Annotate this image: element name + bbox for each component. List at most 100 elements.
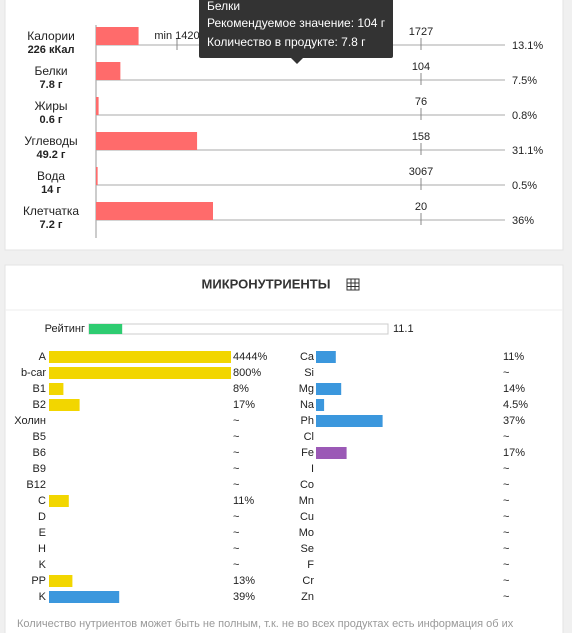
micro-value: 4444% — [233, 351, 267, 363]
micro-value: ~ — [233, 431, 239, 443]
percent-label: 13.1% — [512, 40, 543, 52]
nutrient-amount: 7.2 г — [40, 219, 63, 231]
micro-value: ~ — [503, 367, 509, 379]
bar — [96, 132, 198, 150]
micro-name: Cl — [304, 431, 314, 443]
nutrient-amount: 49.2 г — [36, 149, 65, 161]
micro-name: K — [39, 559, 47, 571]
nutrient-name: Калории — [27, 29, 75, 43]
micro-value: 39% — [233, 591, 255, 603]
percent-label: 31.1% — [512, 145, 543, 157]
micro-name: Fe — [301, 447, 314, 459]
tooltip-box — [199, 0, 393, 58]
micro-name: A — [39, 351, 47, 363]
micro-value: ~ — [503, 591, 509, 603]
micro-value: ~ — [503, 463, 509, 475]
micro-value: ~ — [503, 559, 509, 571]
micro-name: Zn — [301, 591, 314, 603]
micro-bar — [316, 383, 342, 395]
micro-bar — [49, 383, 64, 395]
micro-value: ~ — [503, 495, 509, 507]
micro-name: B1 — [33, 383, 46, 395]
percent-label: 0.8% — [512, 110, 537, 122]
micro-name: Mo — [299, 527, 314, 539]
tooltip-title: Белки — [207, 0, 240, 13]
micro-name: Mg — [299, 383, 314, 395]
micro-value: ~ — [503, 543, 509, 555]
micro-bar — [49, 575, 73, 587]
micro-value: 11% — [503, 351, 524, 363]
micro-bar — [316, 447, 347, 459]
micro-value: 8% — [233, 383, 249, 395]
micro-name: Mn — [299, 495, 314, 507]
micro-bar — [49, 367, 231, 379]
micro-name: Si — [304, 367, 314, 379]
micro-bar — [49, 399, 80, 411]
nutrient-name: Углеводы — [24, 134, 77, 148]
micro-rows: A 4444% b-car 800% B1 8% B2 17% Холин ~ B5 ~ B6 ~ B9 ~ B… — [14, 351, 528, 603]
rating-track — [88, 323, 389, 335]
recommended-value: 158 — [412, 131, 430, 143]
micro-value: 14% — [503, 383, 525, 395]
tooltip: Белки Рекомендуемое значение: 104 г Коли… — [199, 0, 393, 64]
micro-value: ~ — [503, 479, 509, 491]
nutrient-amount: 0.6 г — [40, 114, 63, 126]
rating-value: 11.1 — [393, 323, 414, 335]
micro-bar — [316, 399, 325, 411]
micro-bar — [49, 351, 231, 363]
micro-bar — [49, 591, 120, 603]
micro-value: ~ — [233, 543, 239, 555]
micro-card — [4, 264, 564, 633]
percent-label: 36% — [512, 215, 534, 227]
bar — [96, 202, 213, 220]
micro-bar — [316, 415, 383, 427]
recommended-value: 3067 — [409, 166, 433, 178]
nutrient-name: Белки — [34, 64, 67, 78]
nutrient-amount: 226 кКал — [28, 44, 75, 56]
micro-name: b-car — [21, 367, 46, 379]
tooltip-line: Количество в продукте: 7.8 г — [207, 35, 366, 49]
recommended-value: 1727 — [409, 26, 433, 38]
micro-bar — [49, 495, 69, 507]
nutrient-amount: 7.8 г — [40, 79, 63, 91]
micro-name: B12 — [26, 479, 46, 491]
nutrient-name: Вода — [37, 169, 65, 183]
micro-name: Se — [301, 543, 314, 555]
micro-name: B2 — [33, 399, 46, 411]
micro-name: Холин — [14, 415, 46, 427]
micro-name: Co — [300, 479, 314, 491]
table-icon[interactable] — [346, 278, 360, 291]
micro-value: 37% — [503, 415, 525, 427]
micro-name: H — [38, 543, 46, 555]
micro-name: B9 — [33, 463, 46, 475]
micro-bar — [316, 351, 336, 363]
bar — [96, 97, 99, 115]
bar — [96, 167, 98, 185]
micro-name: C — [38, 495, 46, 507]
nutrient-name: Жиры — [34, 99, 67, 113]
percent-label: 0.5% — [512, 180, 537, 192]
micro-value: ~ — [233, 511, 239, 523]
micro-value: ~ — [233, 415, 239, 427]
micro-value: ~ — [233, 527, 239, 539]
bar — [96, 62, 121, 80]
micro-name: PP — [31, 575, 46, 587]
nutrient-amount: 14 г — [41, 184, 61, 196]
micro-value: 800% — [233, 367, 261, 379]
micro-name: B5 — [33, 431, 46, 443]
micro-name: Cr — [302, 575, 314, 587]
micro-name: Na — [300, 399, 315, 411]
micro-name: D — [38, 511, 46, 523]
recommended-value: 20 — [415, 201, 427, 213]
min-label: min 1420 — [154, 30, 199, 42]
micro-value: ~ — [233, 463, 239, 475]
micro-value: ~ — [233, 479, 239, 491]
micro-name: K — [39, 591, 47, 603]
tooltip-line: Рекомендуемое значение: 104 г — [207, 16, 386, 30]
rating-label: Рейтинг — [45, 323, 85, 335]
micro-value: 17% — [503, 447, 525, 459]
footnote: Количество нутриентов может быть не полн… — [17, 618, 514, 630]
